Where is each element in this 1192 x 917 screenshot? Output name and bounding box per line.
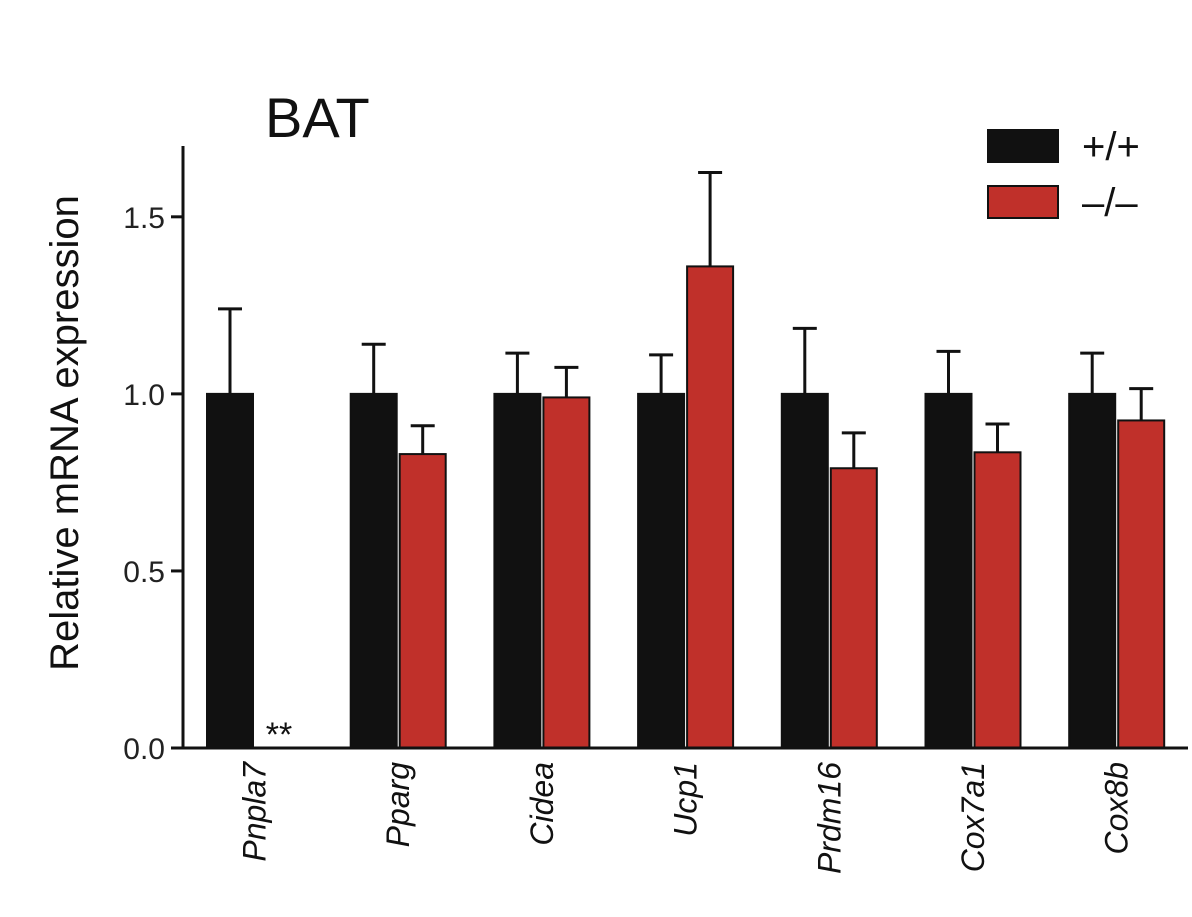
bar [1068, 392, 1117, 749]
bar [542, 396, 591, 749]
bar [924, 392, 973, 749]
x-tick-label: Pnpla7 [236, 761, 272, 862]
y-tick-label: 1.5 [123, 202, 165, 235]
bar [637, 392, 686, 749]
bar [829, 467, 878, 749]
chart-title: BAT [265, 86, 370, 149]
bar [398, 453, 447, 749]
axes [181, 146, 1188, 750]
legend-label: +/+ [1082, 125, 1140, 169]
bar [973, 451, 1022, 749]
x-tick-label: Cox7a1 [955, 762, 991, 872]
bar [206, 392, 254, 749]
x-axis-labels: Pnpla7 Pparg Cidea Ucp1 Prdm16 Cox7a1 Cox8b [236, 761, 1134, 874]
bars [206, 265, 1166, 749]
x-tick-label: Cox8b [1099, 762, 1135, 855]
y-tick-label: 0.0 [123, 733, 165, 766]
legend-label: –/– [1082, 181, 1138, 225]
y-axis-title: Relative mRNA expression [43, 195, 87, 671]
y-axis-ticks: 0.0 0.5 1.0 1.5 [123, 202, 183, 766]
x-tick-label: Cidea [524, 762, 560, 846]
bar [493, 392, 542, 749]
error-bars [218, 171, 1154, 469]
bar [686, 265, 735, 749]
y-tick-label: 1.0 [123, 379, 165, 412]
legend-swatch [987, 129, 1059, 163]
bar [780, 392, 829, 749]
bar [349, 392, 398, 749]
legend: +/+ –/– [987, 125, 1140, 225]
bar [1117, 419, 1166, 749]
y-tick-label: 0.5 [123, 556, 165, 589]
legend-swatch [987, 185, 1059, 219]
x-tick-label: Pparg [380, 762, 416, 848]
x-tick-label: Ucp1 [668, 762, 704, 837]
x-tick-label: Prdm16 [811, 762, 847, 874]
